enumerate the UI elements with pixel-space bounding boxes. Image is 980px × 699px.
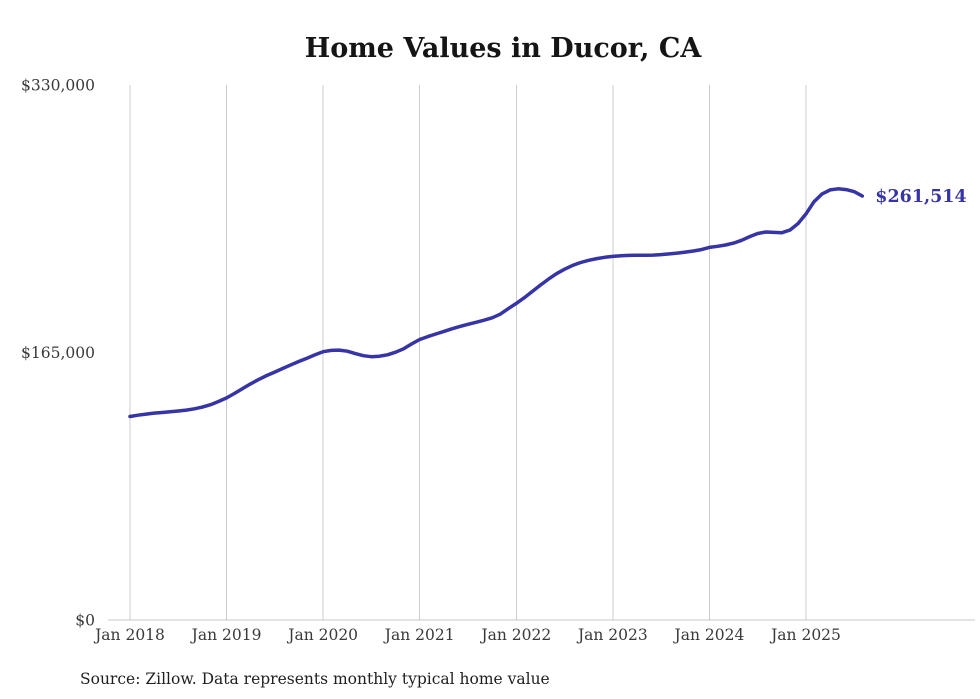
chart-title: Home Values in Ducor, CA <box>305 33 703 64</box>
y-tick-label: $165,000 <box>21 344 95 362</box>
x-tick-label: Jan 2025 <box>769 626 841 644</box>
latest-value-label: $261,514 <box>875 187 966 207</box>
x-tick-label: Jan 2020 <box>286 626 358 644</box>
source-note: Source: Zillow. Data represents monthly … <box>80 670 550 688</box>
x-tick-label: Jan 2022 <box>479 626 551 644</box>
y-axis-tick-labels: $0 $165,000 $330,000 <box>21 77 95 630</box>
x-tick-label: Jan 2018 <box>93 626 165 644</box>
home-value-series-line <box>128 187 865 419</box>
x-tick-label: Jan 2019 <box>190 626 262 644</box>
x-tick-label: Jan 2021 <box>383 626 455 644</box>
x-tick-label: Jan 2024 <box>673 626 745 644</box>
x-tick-label: Jan 2023 <box>576 626 648 644</box>
y-tick-label: $330,000 <box>21 77 95 95</box>
x-axis-tick-labels: Jan 2018 Jan 2019 Jan 2020 Jan 2021 Jan 2022… <box>93 626 841 644</box>
gridlines <box>129 85 807 620</box>
y-tick-label: $0 <box>75 612 95 630</box>
